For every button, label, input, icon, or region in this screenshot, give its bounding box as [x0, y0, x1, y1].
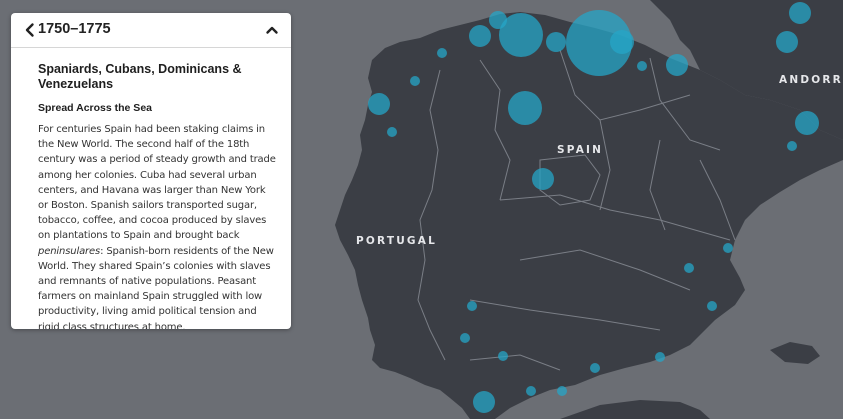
- marker-bubble[interactable]: [787, 141, 797, 151]
- marker-bubble[interactable]: [437, 48, 447, 58]
- marker-bubble[interactable]: [546, 32, 566, 52]
- marker-bubble[interactable]: [707, 301, 717, 311]
- marker-bubble[interactable]: [684, 263, 694, 273]
- marker-bubble[interactable]: [723, 243, 733, 253]
- marker-bubble[interactable]: [637, 61, 647, 71]
- marker-bubble[interactable]: [489, 11, 507, 29]
- land-africa: [560, 400, 710, 419]
- marker-bubble[interactable]: [460, 333, 470, 343]
- marker-bubble[interactable]: [666, 54, 688, 76]
- panel-header: 1750–1775: [11, 13, 291, 48]
- period-title: 1750–1775: [38, 21, 111, 37]
- marker-bubble[interactable]: [473, 391, 495, 413]
- marker-bubble[interactable]: [368, 93, 390, 115]
- chevron-left-icon[interactable]: [23, 22, 37, 38]
- label-portugal: PORTUGAL: [356, 235, 437, 247]
- marker-bubble[interactable]: [467, 301, 477, 311]
- land-iberia: [335, 12, 843, 419]
- marker-bubble[interactable]: [566, 10, 632, 76]
- marker-bubble[interactable]: [776, 31, 798, 53]
- info-panel: 1750–1775 Spaniards, Cubans, Dominicans …: [11, 13, 291, 329]
- marker-bubble[interactable]: [532, 168, 554, 190]
- marker-bubble[interactable]: [655, 352, 665, 362]
- marker-bubble[interactable]: [387, 127, 397, 137]
- marker-bubble[interactable]: [499, 13, 543, 57]
- paragraph-text: : Spanish-born residents of the New Worl…: [38, 245, 274, 329]
- boundaries: [417, 49, 736, 371]
- marker-bubble[interactable]: [498, 351, 508, 361]
- marker-bubble[interactable]: [610, 30, 634, 54]
- marker-bubble[interactable]: [526, 386, 536, 396]
- section-subheading: Spread Across the Sea: [38, 102, 152, 114]
- chevron-up-icon[interactable]: [265, 23, 279, 37]
- marker-bubble[interactable]: [557, 386, 567, 396]
- land-islands: [770, 342, 820, 364]
- marker-bubble[interactable]: [410, 76, 420, 86]
- marker-bubble[interactable]: [789, 2, 811, 24]
- paragraph-text: For centuries Spain had been staking cla…: [38, 124, 276, 242]
- marker-bubble[interactable]: [469, 25, 491, 47]
- marker-bubble[interactable]: [508, 91, 542, 125]
- label-spain: SPAIN: [557, 144, 604, 156]
- description-paragraph: For centuries Spain had been staking cla…: [38, 122, 277, 329]
- marker-bubble[interactable]: [590, 363, 600, 373]
- panel-body: Spaniards, Cubans, Dominicans & Venezuel…: [11, 48, 291, 329]
- markers: [368, 2, 819, 413]
- marker-bubble[interactable]: [795, 111, 819, 135]
- paragraph-emphasis: peninsulares: [38, 245, 101, 257]
- label-andorra: ANDORRA: [779, 74, 843, 86]
- group-title: Spaniards, Cubans, Dominicans & Venezuel…: [38, 62, 242, 91]
